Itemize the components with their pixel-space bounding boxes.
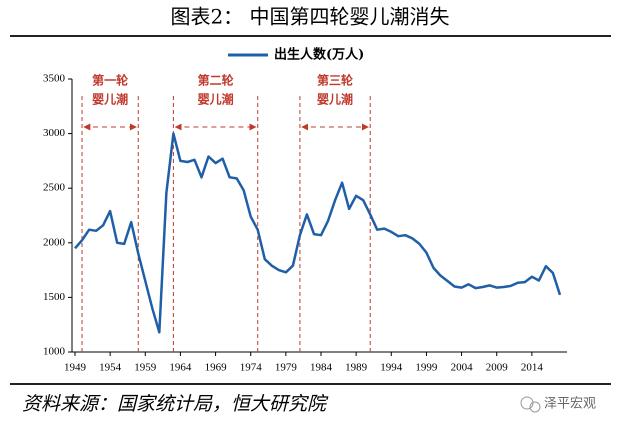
y-tick-label: 1500 xyxy=(43,291,66,303)
chart-title: 图表2： 中国第四轮婴儿潮消失 xyxy=(170,5,449,29)
x-tick-label: 1984 xyxy=(310,362,333,374)
x-tick-label: 1989 xyxy=(345,362,368,374)
y-tick-label: 2000 xyxy=(43,236,66,248)
x-tick-label: 2009 xyxy=(486,362,509,374)
x-tick-label: 1994 xyxy=(380,362,403,374)
y-tick-label: 3500 xyxy=(43,73,66,85)
x-tick-label: 2004 xyxy=(451,362,474,374)
watermark-icon xyxy=(520,396,541,413)
wave-label: 第二轮 xyxy=(198,73,235,88)
source-note: 资料来源：国家统计局，恒大研究院 xyxy=(22,393,329,415)
x-tick-label: 1979 xyxy=(275,362,298,374)
y-tick-label: 2500 xyxy=(43,182,66,194)
watermark: 泽平宏观 xyxy=(544,397,596,412)
y-tick-label: 3000 xyxy=(43,127,66,139)
legend-label: 出生人数(万人) xyxy=(274,47,364,63)
x-tick-label: 1969 xyxy=(205,362,228,374)
x-tick-label: 1954 xyxy=(99,362,122,374)
x-tick-label: 2014 xyxy=(521,362,544,374)
wave-label: 婴儿潮 xyxy=(317,92,353,107)
wave-label: 婴儿潮 xyxy=(92,92,128,107)
wave-label: 第三轮 xyxy=(317,73,354,88)
wave-label: 婴儿潮 xyxy=(198,92,234,107)
y-tick-label: 1000 xyxy=(43,346,66,358)
x-tick-label: 1949 xyxy=(64,362,87,374)
x-tick-label: 1964 xyxy=(169,362,192,374)
x-tick-label: 1999 xyxy=(415,362,438,374)
wave-label: 第一轮 xyxy=(92,73,129,88)
x-tick-label: 1959 xyxy=(134,362,157,374)
series-line xyxy=(74,132,562,334)
x-tick-label: 1974 xyxy=(240,362,263,374)
